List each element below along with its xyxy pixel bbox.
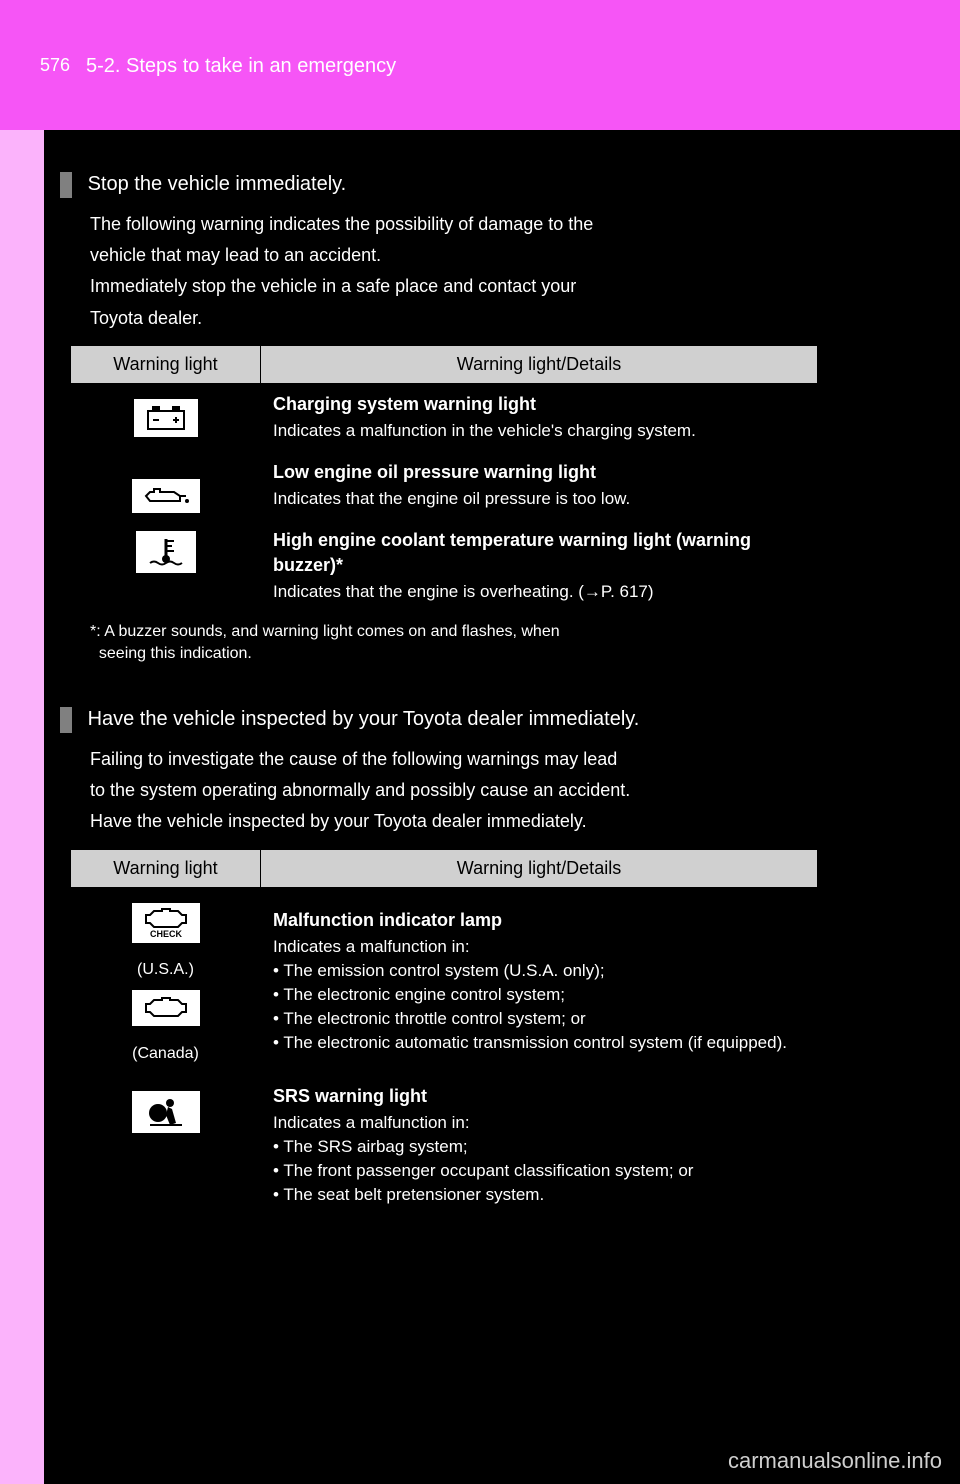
detail-cell: Charging system warning light Indicates … — [261, 383, 818, 451]
row-detail: Indicates that the engine oil pressure i… — [273, 487, 805, 511]
watermark: carmanualsonline.info — [728, 1448, 942, 1474]
detail-cell: High engine coolant temperature warning … — [261, 519, 818, 612]
section2-body: Failing to investigate the cause of the … — [90, 747, 920, 835]
battery-icon — [133, 398, 199, 438]
side-tab — [0, 130, 44, 1484]
section2-line: to the system operating abnormally and p… — [90, 778, 920, 803]
section2-title-row: Have the vehicle inspected by your Toyot… — [60, 705, 920, 733]
svg-text:CHECK: CHECK — [149, 929, 182, 939]
table1-col2-header: Warning light/Details — [261, 345, 818, 383]
table1-col1-header: Warning light — [71, 345, 261, 383]
table-row: CHECK (U.S.A.) (Canada) Malfunction indi… — [71, 887, 818, 1075]
row-detail: Indicates that the engine is overheating… — [273, 580, 805, 604]
row-title: SRS warning light — [273, 1084, 805, 1109]
srs-airbag-icon — [131, 1090, 201, 1134]
section1-body: The following warning indicates the poss… — [90, 212, 920, 331]
table2-col1-header: Warning light — [71, 849, 261, 887]
section1-line: Toyota dealer. — [90, 306, 920, 331]
detail-cell: Low engine oil pressure warning light In… — [261, 451, 818, 519]
row-detail: Indicates a malfunction in: • The SRS ai… — [273, 1111, 805, 1206]
row-title: High engine coolant temperature warning … — [273, 528, 805, 578]
check-engine-canada-icon — [131, 989, 201, 1027]
section-marker-icon — [60, 172, 72, 198]
section1-line: The following warning indicates the poss… — [90, 212, 920, 237]
icon-cell — [71, 383, 261, 612]
table-row: Charging system warning light Indicates … — [71, 383, 818, 451]
page-number: 576 — [40, 55, 70, 76]
section2-title: Have the vehicle inspected by your Toyot… — [88, 708, 640, 730]
header-banner: 5-2. Steps to take in an emergency — [0, 0, 960, 130]
row-title: Charging system warning light — [273, 392, 805, 417]
header-section-text: 5-2. Steps to take in an emergency — [86, 55, 396, 77]
icon-cell: CHECK (U.S.A.) (Canada) — [71, 887, 261, 1075]
oil-pressure-icon — [131, 478, 201, 514]
section-marker-icon — [60, 707, 72, 733]
section1-line: Immediately stop the vehicle in a safe p… — [90, 274, 920, 299]
usa-note: (U.S.A.) — [77, 959, 254, 981]
canada-note: (Canada) — [77, 1043, 254, 1065]
row-title: Low engine oil pressure warning light — [273, 460, 805, 485]
coolant-temp-icon — [135, 530, 197, 574]
check-engine-usa-icon: CHECK — [131, 902, 201, 944]
detail-cell: Malfunction indicator lamp Indicates a m… — [261, 887, 818, 1075]
section1-line: vehicle that may lead to an accident. — [90, 243, 920, 268]
footnote-line: *: A buzzer sounds, and warning light co… — [90, 623, 560, 640]
section2-line: Have the vehicle inspected by your Toyot… — [90, 809, 920, 834]
detail-cell: SRS warning light Indicates a malfunctio… — [261, 1075, 818, 1214]
row-detail: Indicates a malfunction in the vehicle's… — [273, 419, 805, 443]
section2-line: Failing to investigate the cause of the … — [90, 747, 920, 772]
row-title: Malfunction indicator lamp — [273, 908, 805, 933]
footnote-line: seeing this indication. — [99, 645, 252, 662]
table-row: SRS warning light Indicates a malfunctio… — [71, 1075, 818, 1214]
warning-table-2: Warning light Warning light/Details CHEC… — [70, 849, 818, 1216]
page-content: Stop the vehicle immediately. The follow… — [60, 170, 920, 1215]
table2-col2-header: Warning light/Details — [261, 849, 818, 887]
section1-title-row: Stop the vehicle immediately. — [60, 170, 920, 198]
icon-cell — [71, 1075, 261, 1214]
row-detail: Indicates a malfunction in: • The emissi… — [273, 935, 805, 1054]
section1-title: Stop the vehicle immediately. — [88, 173, 347, 195]
warning-table-1: Warning light Warning light/Details — [70, 345, 818, 613]
table1-footnote: *: A buzzer sounds, and warning light co… — [90, 621, 920, 666]
